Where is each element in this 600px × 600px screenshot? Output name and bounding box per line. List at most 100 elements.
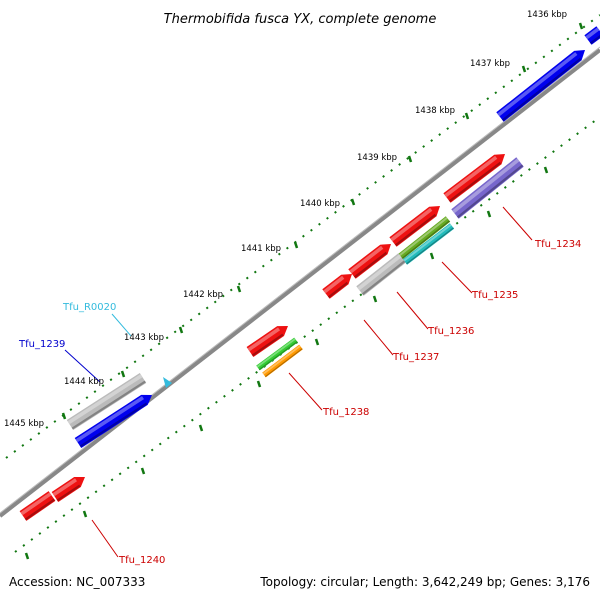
gene-feature-grey-shadow [361,260,406,296]
gene-feature-orange[interactable] [262,344,303,378]
gene-feature-blue-highlight [497,52,578,117]
gene-feature-purple[interactable] [451,157,524,219]
kbp-label: 1436 kbp [527,10,567,20]
gene-label-tfu-1236[interactable]: Tfu_1236 [427,326,474,337]
gene-label-tfu-1237[interactable]: Tfu_1237 [392,352,439,363]
kbp-tick-mark [293,241,299,249]
kbp-tick-mark [486,210,492,218]
gene-feature-red-highlight [52,478,78,497]
gene-feature-grey[interactable] [356,253,406,296]
leader-tfu-1234 [502,206,533,241]
gene-feature-cyan[interactable] [402,223,455,265]
kbp-label: 1445 kbp [4,419,44,429]
gene-feature-red-shadow [353,251,388,279]
gene-feature-orange-shadow [264,348,303,378]
kbp-label: 1440 kbp [300,199,340,209]
gene-label-tfu-r0020[interactable]: Tfu_R0020 [62,302,116,313]
kbp-tick-mark [429,252,435,260]
trna-marker-tfu-r0020[interactable] [163,377,172,388]
genome-backbone-highlight [0,46,600,514]
gene-feature-red-highlight [20,492,52,516]
gene-feature-red-shadow [24,498,56,521]
major-ticks [24,22,584,560]
kbp-label: 1438 kbp [415,106,455,116]
gene-feature-blue-highlight [75,396,144,443]
kbp-label: 1443 kbp [124,333,164,343]
kbp-tick-mark [521,65,527,73]
leader-tfu-1239 [64,349,101,383]
gene-feature-blue-highlight [585,27,600,40]
inner-tick-ring [14,116,600,553]
kbp-tick-mark [256,380,262,388]
gene-feature-purple-highlight [452,158,520,214]
kbp-tick-mark [543,166,549,174]
gene-feature-grey-shadow [71,380,146,430]
gene-feature-green[interactable] [397,216,451,260]
gene-feature-blue[interactable] [496,50,585,122]
genome-title: Thermobifida fusca YX, complete genome [164,12,437,27]
gene-feature-blue-shadow [79,402,148,448]
gene-feature-bright-green-shadow [258,341,298,371]
outer-tick-ring [5,14,600,459]
gene-features [19,26,600,521]
gene-feature-red-shadow [394,213,437,247]
leader-tfu-1240 [91,519,119,558]
gene-feature-red-highlight [247,327,281,352]
genome-summary-text: Topology: circular; Length: 3,642,249 bp… [259,575,590,589]
gene-label-tfu-1240[interactable]: Tfu_1240 [118,555,165,566]
kbp-tick-mark [24,552,30,560]
gene-feature-red-highlight [349,245,384,274]
kbp-label: 1439 kbp [357,153,397,163]
leader-tfu-1238 [288,372,323,411]
kbp-tick-mark [140,467,146,475]
gene-feature-red[interactable] [51,477,85,502]
gene-feature-grey-highlight [67,374,143,425]
gene-feature-cyan-shadow [406,227,454,265]
kbp-label: 1442 kbp [183,290,223,300]
gene-label-tfu-1238[interactable]: Tfu_1238 [322,407,369,418]
leader-tfu-1237 [363,319,394,356]
gene-feature-red-shadow [251,333,284,357]
gene-feature-red[interactable] [389,206,440,247]
gene-feature-red-highlight [444,155,498,198]
gene-feature-red[interactable] [246,326,288,357]
gene-feature-red[interactable] [443,154,505,203]
gene-feature-red-shadow [56,484,81,502]
kbp-tick-mark [236,285,242,293]
kbp-tick-mark [198,424,204,432]
kbp-tick-mark [350,198,356,206]
kbp-tick-mark [82,510,88,518]
leader-tfu-1235 [441,261,473,294]
kbp-tick-mark [372,295,378,303]
gene-feature-red[interactable] [322,274,352,299]
gene-feature-blue-shadow [501,58,582,122]
gene-feature-cyan-highlight [403,223,452,262]
label-leaders [64,206,533,558]
gene-label-tfu-1239[interactable]: Tfu_1239 [18,339,65,350]
kbp-label: 1441 kbp [241,244,281,254]
leader-tfu-1236 [396,291,429,330]
kbp-tick-mark [61,412,67,420]
kbp-tick-mark [314,338,320,346]
gene-feature-blue[interactable] [74,394,152,448]
gene-feature-red-highlight [323,275,345,294]
gene-feature-green-highlight [398,216,448,257]
leader-tfu-r0020 [111,313,132,337]
accession-text: Accession: NC_007333 [9,575,145,589]
kbp-tick-mark [578,22,584,30]
gene-feature-blue-shadow [589,34,600,45]
gene-feature-red[interactable] [348,244,391,279]
gene-feature-bright-green-highlight [256,338,296,368]
kbp-tick-mark [178,326,184,334]
gene-feature-green-shadow [401,220,450,260]
kbp-label: 1444 kbp [64,377,104,387]
gene-feature-red-highlight [390,207,433,242]
kbp-tick-mark [464,112,470,120]
gene-feature-red-shadow [327,281,349,299]
gene-label-tfu-1235[interactable]: Tfu_1235 [471,290,518,301]
gene-feature-purple-shadow [456,164,524,219]
gene-feature-orange-highlight [262,345,301,375]
gene-label-tfu-1234[interactable]: Tfu_1234 [534,239,581,250]
gene-feature-bright-green[interactable] [256,337,298,371]
